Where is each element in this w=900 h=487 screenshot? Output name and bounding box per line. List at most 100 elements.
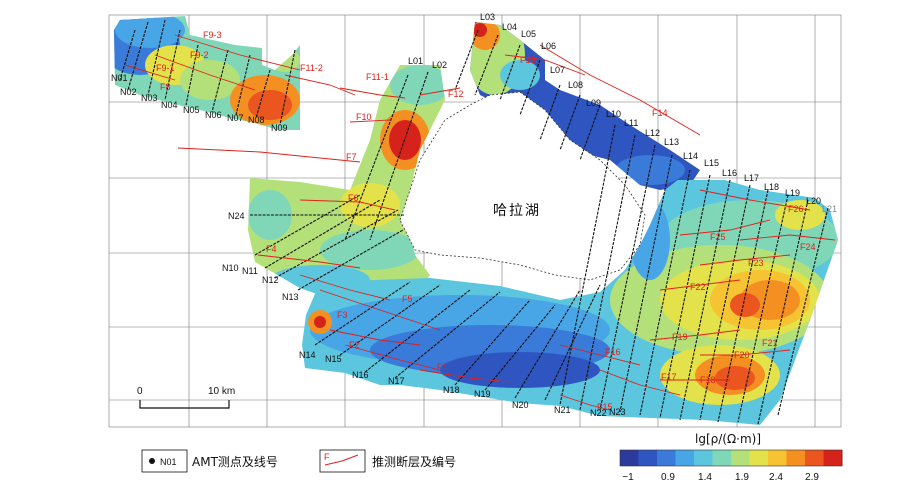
line-label: N07 bbox=[227, 113, 244, 123]
colorbar-tick-label: 2.4 bbox=[769, 472, 783, 483]
inferred-faults bbox=[124, 34, 836, 411]
line-label: L01 bbox=[408, 56, 423, 66]
line-label: N22 bbox=[590, 408, 607, 418]
line-label: N17 bbox=[388, 376, 405, 386]
fault-label: F18 bbox=[700, 375, 716, 385]
line-label: L05 bbox=[521, 29, 536, 39]
fault-legend-label: 推测断层及编号 bbox=[372, 454, 456, 469]
scale-start: 0 bbox=[137, 386, 143, 397]
colorbar-swatch bbox=[620, 450, 639, 466]
fault-label: F24 bbox=[800, 242, 816, 252]
fault-label: F7 bbox=[346, 152, 357, 162]
fault-label: F9-3 bbox=[203, 30, 222, 40]
colorbar-swatch bbox=[731, 450, 750, 466]
colorbar-swatch bbox=[712, 450, 732, 466]
fault-label: F17 bbox=[661, 372, 677, 382]
line-label: L12 bbox=[645, 128, 660, 138]
fault-label: F25 bbox=[710, 232, 726, 242]
line-label: L15 bbox=[704, 158, 719, 168]
line-label: N13 bbox=[282, 292, 299, 302]
line-label: N19 bbox=[474, 389, 491, 399]
line-label: L11 bbox=[624, 118, 638, 128]
fault-label: F4 bbox=[266, 244, 277, 254]
fault-label: F11-1 bbox=[366, 72, 389, 82]
line-label: N01 bbox=[111, 73, 128, 83]
fault-label: F15 bbox=[597, 402, 613, 412]
line-label: L06 bbox=[541, 41, 556, 51]
line-label: L20 bbox=[806, 196, 821, 206]
lake-name: 哈拉湖 bbox=[493, 203, 541, 219]
line-label: N02 bbox=[120, 87, 137, 97]
line-labels-N: N01 N02 N03 N04 N05 N06 N07 N08 N09 N10 … bbox=[111, 73, 626, 418]
fault-label: F14 bbox=[652, 108, 668, 118]
fault-label: F26 bbox=[788, 204, 804, 214]
colorbar-ticks: −1 0.9 1.4 1.9 2.4 2.9 bbox=[622, 472, 819, 483]
line-label: L10 bbox=[606, 109, 621, 119]
line-label: N16 bbox=[352, 370, 369, 380]
scale-end: 10 km bbox=[208, 386, 235, 397]
fault-legend-sample: F bbox=[324, 452, 330, 462]
legend: N01 AMT测点及线号 F 推测断层及编号 lg[ρ/(Ω·m)] −1 0.9… bbox=[141, 432, 843, 483]
fault-label: F10 bbox=[356, 112, 372, 122]
amt-legend-label: AMT测点及线号 bbox=[192, 455, 278, 469]
line-label: L19 bbox=[785, 188, 800, 198]
line-label: L02 bbox=[432, 60, 447, 70]
colorbar-swatch bbox=[786, 450, 806, 466]
line-label: N05 bbox=[183, 105, 200, 115]
line-label: L18 bbox=[764, 182, 779, 192]
fault-label: F9-2 bbox=[190, 50, 209, 60]
line-label: L03 bbox=[480, 12, 495, 22]
line-label: L21 bbox=[822, 204, 837, 214]
fault-label: F22 bbox=[690, 282, 706, 292]
line-label: N10 bbox=[222, 263, 239, 273]
fault-label: F1 bbox=[437, 362, 448, 372]
colorbar-tick-label: 0.9 bbox=[661, 472, 675, 483]
line-label: L04 bbox=[502, 22, 517, 32]
line-label: N09 bbox=[271, 123, 288, 133]
line-label: N12 bbox=[262, 275, 279, 285]
line-label: N04 bbox=[161, 100, 178, 110]
line-label: N11 bbox=[242, 266, 258, 276]
line-labels-L: L01 L02 L03 L04 L05 L06 L07 L08 L09 L10 … bbox=[408, 12, 837, 214]
line-label: L08 bbox=[568, 80, 583, 90]
fault-label: F2 bbox=[349, 340, 360, 350]
colorbar-swatch bbox=[768, 450, 787, 466]
colorbar-swatch bbox=[638, 450, 658, 466]
amt-legend-sample: N01 bbox=[160, 457, 177, 467]
fault-label: F11-2 bbox=[300, 63, 323, 73]
colorbar-swatch bbox=[675, 450, 695, 466]
line-label: N08 bbox=[248, 115, 265, 125]
line-label: N18 bbox=[443, 385, 460, 395]
colorbar-tick-label: −1 bbox=[622, 472, 634, 483]
line-label: N15 bbox=[325, 354, 342, 364]
colorbar-swatch bbox=[805, 450, 824, 466]
fault-label: F5 bbox=[402, 294, 413, 304]
fault-symbol-icon bbox=[324, 454, 359, 466]
line-label: L16 bbox=[722, 168, 737, 178]
colorbar-title: lg[ρ/(Ω·m)] bbox=[695, 432, 761, 446]
fault-label: F16 bbox=[605, 347, 621, 357]
colorbar bbox=[619, 449, 843, 467]
fault-label: F12 bbox=[448, 89, 464, 99]
colorbar-swatch bbox=[657, 450, 676, 466]
colorbar-swatch bbox=[749, 450, 769, 466]
line-label: L09 bbox=[586, 98, 601, 108]
line-label: L13 bbox=[664, 137, 679, 147]
amt-point-icon bbox=[149, 458, 155, 464]
line-label: N23 bbox=[609, 407, 626, 417]
colorbar-tick-label: 1.9 bbox=[735, 472, 749, 483]
line-label: N14 bbox=[299, 350, 316, 360]
scale-bar: 0 10 km bbox=[137, 386, 235, 409]
line-label: L17 bbox=[744, 173, 759, 183]
line-label: L07 bbox=[550, 65, 565, 75]
fault-label: F20 bbox=[734, 350, 750, 360]
fault-labels: F9-3 F9-2 F9-1 F8 F11-2 F11-1 F12 F13 F1… bbox=[156, 30, 816, 412]
amt-survey-lines bbox=[119, 19, 829, 425]
line-label: N20 bbox=[512, 400, 529, 410]
fault-label: F9-1 bbox=[156, 63, 175, 73]
colorbar-frame bbox=[619, 449, 843, 467]
line-label: L14 bbox=[683, 151, 698, 161]
amt-legend-box bbox=[141, 449, 188, 473]
fault-label: F23 bbox=[748, 258, 764, 268]
